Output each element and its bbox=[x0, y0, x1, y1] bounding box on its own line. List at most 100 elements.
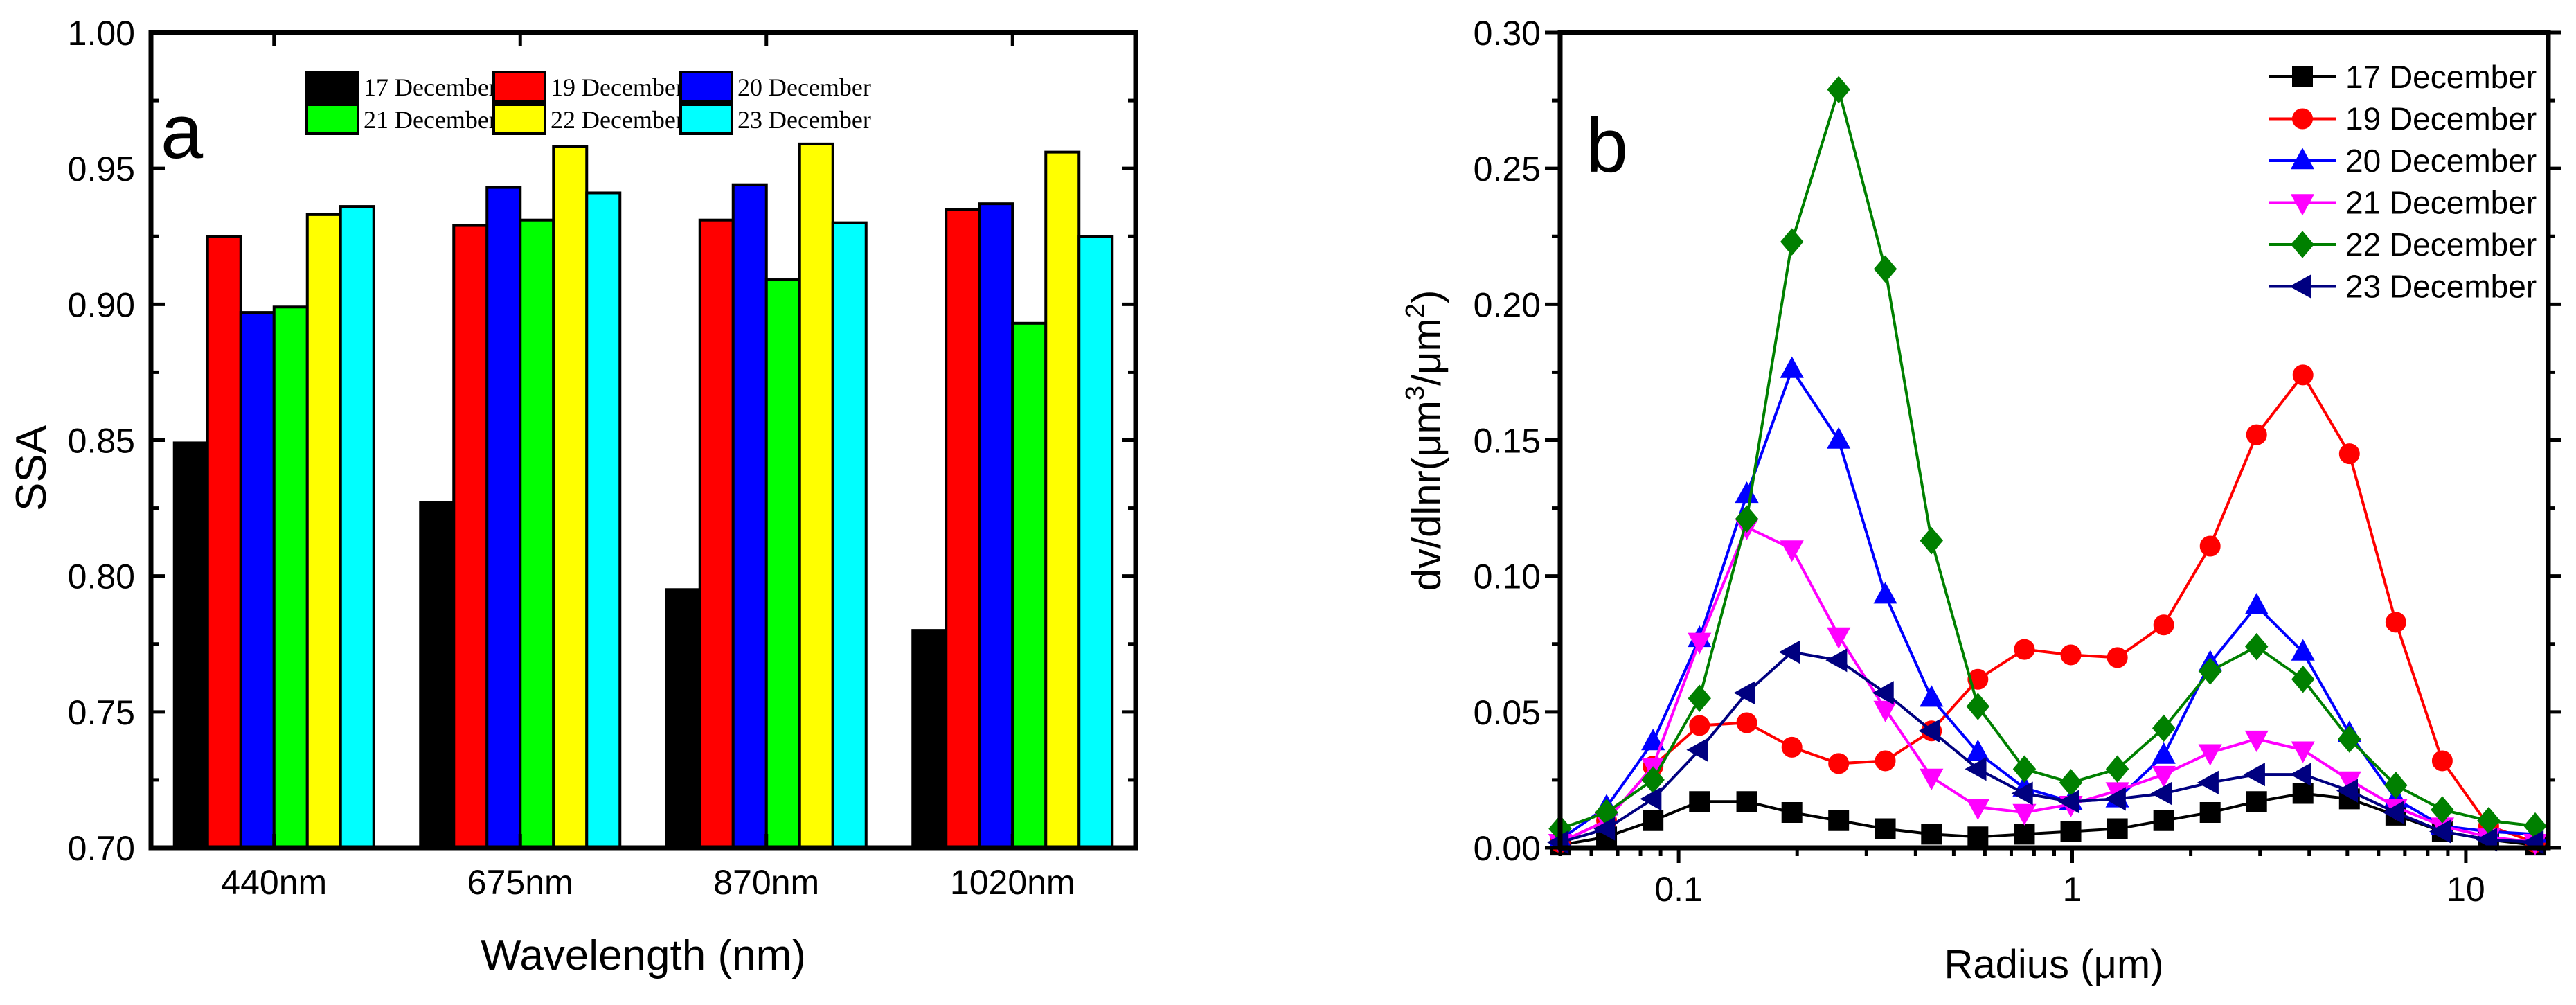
marker-square bbox=[2060, 821, 2082, 842]
marker-triangle-up bbox=[1966, 739, 1990, 761]
marker-triangle-left bbox=[2057, 790, 2079, 814]
bar bbox=[1044, 150, 1081, 850]
y-tick-label: 0.30 bbox=[1474, 14, 1541, 53]
marker-diamond bbox=[1688, 684, 1711, 712]
marker-square bbox=[1921, 824, 1942, 845]
marker-circle bbox=[1875, 750, 1896, 772]
legend-item: 21 December bbox=[2269, 185, 2537, 221]
y-tick-label: 0.75 bbox=[68, 693, 135, 732]
bar bbox=[239, 311, 276, 849]
y-tick-label: 0.85 bbox=[68, 422, 135, 461]
marker-square bbox=[1828, 810, 1850, 831]
legend-label: 21 December bbox=[2345, 185, 2537, 221]
marker-triangle-left bbox=[1918, 719, 1940, 743]
marker-triangle-up bbox=[1827, 427, 1851, 449]
marker-circle bbox=[2338, 443, 2360, 465]
marker-square bbox=[1875, 818, 1896, 839]
x-tick-label: 10 bbox=[2447, 870, 2485, 909]
marker-circle bbox=[2292, 108, 2313, 130]
x-tick-label: 0.1 bbox=[1654, 870, 1703, 909]
marker-diamond bbox=[2338, 725, 2361, 753]
marker-triangle-down bbox=[2290, 194, 2315, 216]
y-tick-label: 0.05 bbox=[1474, 693, 1541, 732]
legend-label: 19 December bbox=[551, 73, 684, 101]
legend-label: 17 December bbox=[364, 73, 497, 101]
marker-triangle-left bbox=[2289, 762, 2311, 787]
legend-item: 17 December bbox=[2269, 59, 2537, 95]
series-line bbox=[1559, 650, 2536, 844]
marker-diamond bbox=[2105, 755, 2129, 783]
marker-triangle-down bbox=[1920, 768, 1944, 790]
marker-square bbox=[2292, 783, 2314, 804]
marker-square bbox=[2153, 810, 2174, 831]
marker-diamond bbox=[2291, 666, 2315, 693]
bar bbox=[172, 441, 209, 849]
marker-triangle-left bbox=[2011, 781, 2033, 806]
legend-label: 23 December bbox=[2345, 269, 2537, 305]
y-tick-label: 0.00 bbox=[1474, 829, 1541, 868]
marker-triangle-down bbox=[2152, 765, 2176, 788]
marker-triangle-down bbox=[2012, 803, 2037, 826]
bar bbox=[831, 221, 868, 849]
marker-triangle-left bbox=[1872, 681, 1894, 705]
axes: 0.1 1 10 0.00 0.05 0.10 0.15 0.20 0.25 0.30 bbox=[1474, 14, 2561, 909]
marker-triangle-up bbox=[2290, 148, 2315, 170]
x-tick-label: 440nm bbox=[221, 863, 327, 902]
marker-triangle-up bbox=[2244, 592, 2269, 615]
series-line bbox=[1559, 525, 2536, 844]
marker-square bbox=[2246, 791, 2267, 812]
y-tick-label: 0.20 bbox=[1474, 285, 1541, 324]
legend-item: 19 December bbox=[2269, 101, 2537, 137]
y-tick-label: 1.00 bbox=[68, 14, 135, 53]
marker-square bbox=[1736, 791, 1757, 812]
marker-triangle-down bbox=[2291, 741, 2315, 763]
marker-diamond bbox=[2291, 231, 2314, 258]
marker-diamond bbox=[2245, 632, 2269, 661]
marker-triangle-left bbox=[2289, 274, 2311, 299]
marker-square bbox=[2199, 802, 2221, 823]
marker-triangle-left bbox=[2104, 787, 2126, 811]
marker-circle bbox=[2292, 364, 2314, 386]
marker-triangle-down bbox=[2198, 744, 2222, 766]
y-title-part: dv/dlnr(μm bbox=[1404, 400, 1449, 591]
marker-diamond bbox=[2152, 714, 2176, 742]
marker-square bbox=[2107, 818, 2128, 839]
bar bbox=[485, 186, 522, 849]
marker-square bbox=[1967, 826, 1989, 848]
marker-circle bbox=[2153, 614, 2174, 636]
series-lines bbox=[1547, 75, 2548, 856]
marker-triangle-left bbox=[2336, 779, 2358, 803]
bar bbox=[1077, 235, 1114, 849]
marker-diamond bbox=[2012, 755, 2037, 783]
marker-diamond bbox=[1966, 693, 1990, 720]
marker-triangle-left bbox=[1593, 817, 1616, 841]
marker-diamond bbox=[1873, 255, 1897, 283]
legend-item: 20 December bbox=[2269, 143, 2537, 179]
legend-label: 23 December bbox=[737, 106, 871, 134]
legend-label: 22 December bbox=[551, 106, 684, 134]
marker-circle bbox=[2060, 644, 2082, 666]
bar bbox=[339, 205, 375, 849]
y-title-superscript: 3 bbox=[1401, 386, 1430, 400]
legend-label: 17 December bbox=[2345, 59, 2537, 95]
marker-triangle-up bbox=[1735, 481, 1759, 504]
marker-triangle-left bbox=[1733, 681, 1755, 705]
marker-triangle-down bbox=[1688, 632, 1712, 655]
marker-triangle-left bbox=[1778, 640, 1800, 664]
marker-diamond bbox=[2198, 657, 2222, 685]
x-axis-title: Radius (μm) bbox=[1944, 942, 2163, 987]
x-tick-label: 1020nm bbox=[950, 863, 1075, 902]
panel-label: a bbox=[161, 89, 204, 175]
y-tick-label: 0.95 bbox=[68, 150, 135, 188]
legend-item: 23 December bbox=[2269, 269, 2537, 305]
marker-diamond bbox=[1827, 75, 1850, 104]
marker-triangle-left bbox=[1965, 757, 1987, 781]
legend-label: 20 December bbox=[737, 73, 871, 101]
marker-triangle-left bbox=[2382, 800, 2405, 825]
marker-square bbox=[2292, 66, 2313, 87]
legend-label: 22 December bbox=[2345, 226, 2537, 263]
marker-triangle-left bbox=[1686, 738, 1708, 762]
y-title-part: /μm bbox=[1404, 318, 1449, 386]
legend-swatch bbox=[679, 71, 733, 103]
